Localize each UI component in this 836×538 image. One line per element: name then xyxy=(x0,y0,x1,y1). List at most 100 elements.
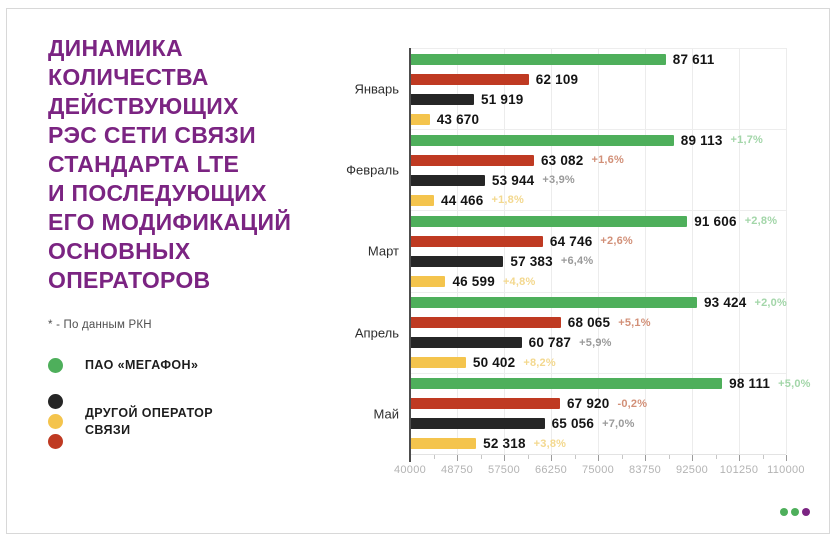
bar-green xyxy=(410,378,723,390)
bar-row: 50 402 +8,2% xyxy=(410,353,786,373)
bar-row: 43 670 xyxy=(410,109,786,129)
x-axis-tick xyxy=(551,455,552,461)
legend: ПАО «МЕГАФОН» ДРУГОЙ ОПЕРАТОР СВЯЗИ xyxy=(48,357,348,449)
x-axis-minor-tick xyxy=(668,455,670,459)
bar-row: 98 111 +5,0% xyxy=(410,374,810,394)
bar-row: 91 606 +2,8% xyxy=(410,211,786,231)
x-axis-minor-tick xyxy=(574,455,576,459)
bar-row: 60 787 +5,9% xyxy=(410,333,786,353)
bar-green xyxy=(410,215,688,227)
page-dot[interactable] xyxy=(790,507,799,516)
bar-value-label: 51 919 xyxy=(481,91,524,107)
plot-area: Январь 87 611 62 109 51 919 43 670 Февраль 89 … xyxy=(346,48,810,462)
x-axis-tick xyxy=(457,455,458,461)
bar-value-label: 53 944 xyxy=(491,172,535,188)
x-axis-tick-label: 83750 xyxy=(628,464,662,476)
x-axis-tick-label: 92500 xyxy=(675,464,709,476)
bar-row: 46 599 +4,8% xyxy=(410,272,786,292)
legend-item-other-operator: ДРУГОЙ ОПЕРАТОР СВЯЗИ xyxy=(48,394,348,449)
bar-green xyxy=(410,134,674,146)
category-label: Март xyxy=(367,243,399,259)
bar-change-label: +5,9% xyxy=(579,336,612,349)
bar-red xyxy=(410,73,529,85)
bar-row: 68 065 +5,1% xyxy=(410,313,786,333)
legend-black-dot-icon xyxy=(48,394,63,409)
legend-label: ДРУГОЙ ОПЕРАТОР СВЯЗИ xyxy=(85,405,214,437)
bar-change-label: +8,2% xyxy=(523,356,556,369)
bar-red xyxy=(410,317,561,329)
bar-row: 51 919 xyxy=(410,89,786,109)
bar-black xyxy=(410,418,545,430)
bar-black xyxy=(410,337,522,349)
bar-change-label: +2,0% xyxy=(754,296,787,309)
x-axis-minor-tick xyxy=(762,455,764,459)
x-axis-tick xyxy=(786,455,787,461)
bar-yellow xyxy=(410,438,477,450)
gridline xyxy=(739,48,740,454)
x-axis-tick-label: 48750 xyxy=(440,464,474,476)
bar-value-label: 91 606 xyxy=(694,213,737,229)
x-axis-tick-label: 101250 xyxy=(719,464,759,476)
gridline xyxy=(504,48,505,454)
bar-change-label: +1,8% xyxy=(491,194,524,207)
bar-red xyxy=(410,398,560,410)
bar-red xyxy=(410,235,543,247)
bar-change-label: +1,7% xyxy=(730,134,764,147)
month-group: Май 98 111 +5,0% 67 920 -0,2% 65 056 +7,0% 52 3… xyxy=(374,372,810,454)
bar-value-label: 68 065 xyxy=(567,315,611,331)
bar-yellow xyxy=(410,194,434,206)
page-title: ДИНАМИКА КОЛИЧЕСТВА ДЕЙСТВУЮЩИХ РЭС СЕТИ… xyxy=(48,35,292,293)
bar-change-label: +1,6% xyxy=(591,154,624,167)
x-axis-tick xyxy=(598,455,599,461)
bar-black xyxy=(410,174,485,186)
x-axis-tick xyxy=(739,455,740,461)
left-panel: ДИНАМИКА КОЛИЧЕСТВА ДЕЙСТВУЮЩИХ РЭС СЕТИ… xyxy=(48,34,348,469)
legend-item-megafon: ПАО «МЕГАФОН» xyxy=(48,357,348,374)
bar-change-label: +3,9% xyxy=(542,174,575,187)
bar-value-label: 93 424 xyxy=(703,295,747,311)
month-group: Февраль 89 113 +1,7% 63 082 +1,6% 53 944 +3,9%… xyxy=(346,129,786,210)
x-axis-tick-label: 75000 xyxy=(581,464,615,476)
legend-label: ПАО «МЕГАФОН» xyxy=(85,358,199,372)
x-axis-minor-tick xyxy=(527,455,529,459)
bar-row: 64 746 +2,6% xyxy=(410,231,786,251)
bar-row: 67 920 -0,2% xyxy=(410,394,786,414)
bar-change-label: -0,2% xyxy=(617,397,648,410)
bar-row: 93 424 +2,0% xyxy=(410,293,787,313)
bar-value-label: 62 109 xyxy=(535,71,579,87)
y-axis-line xyxy=(409,48,411,462)
bar-value-label: 44 466 xyxy=(440,192,484,208)
month-group: Апрель 93 424 +2,0% 68 065 +5,1% 60 787 +5,9% 5… xyxy=(355,291,787,373)
bar-black xyxy=(410,93,475,105)
bar-red xyxy=(410,154,534,166)
gridline xyxy=(786,48,787,454)
bar-row: 52 318 +3,8% xyxy=(410,434,786,454)
bar-value-label: 65 056 xyxy=(551,416,595,432)
bar-change-label: +5,0% xyxy=(778,377,811,390)
bar-change-label: +7,0% xyxy=(602,417,635,430)
bar-value-label: 64 746 xyxy=(549,233,593,249)
bar-value-label: 60 787 xyxy=(528,335,572,351)
legend-green-dot-icon xyxy=(48,358,63,373)
page-dot[interactable] xyxy=(801,507,810,516)
bar-change-label: +6,4% xyxy=(560,255,594,268)
gridline xyxy=(598,48,599,454)
bar-row: 53 944 +3,9% xyxy=(410,170,786,190)
bar-yellow xyxy=(410,357,466,369)
bar-yellow xyxy=(410,113,430,125)
x-axis-tick xyxy=(692,455,693,461)
page-dot[interactable] xyxy=(779,507,788,516)
bar-value-label: 43 670 xyxy=(436,111,480,127)
bar-value-label: 46 599 xyxy=(452,274,495,290)
bar-change-label: +2,6% xyxy=(600,235,633,248)
bar-value-label: 89 113 xyxy=(680,132,723,148)
bar-row: 89 113 +1,7% xyxy=(410,130,786,150)
bar-row: 63 082 +1,6% xyxy=(410,150,786,170)
gridline xyxy=(645,48,646,454)
bar-value-label: 63 082 xyxy=(540,152,584,168)
category-label: Апрель xyxy=(354,325,399,341)
bar-row: 44 466 +1,8% xyxy=(410,190,786,210)
bar-row: 87 611 xyxy=(410,49,786,69)
x-axis-minor-tick xyxy=(621,455,623,459)
bar-green xyxy=(410,53,666,65)
